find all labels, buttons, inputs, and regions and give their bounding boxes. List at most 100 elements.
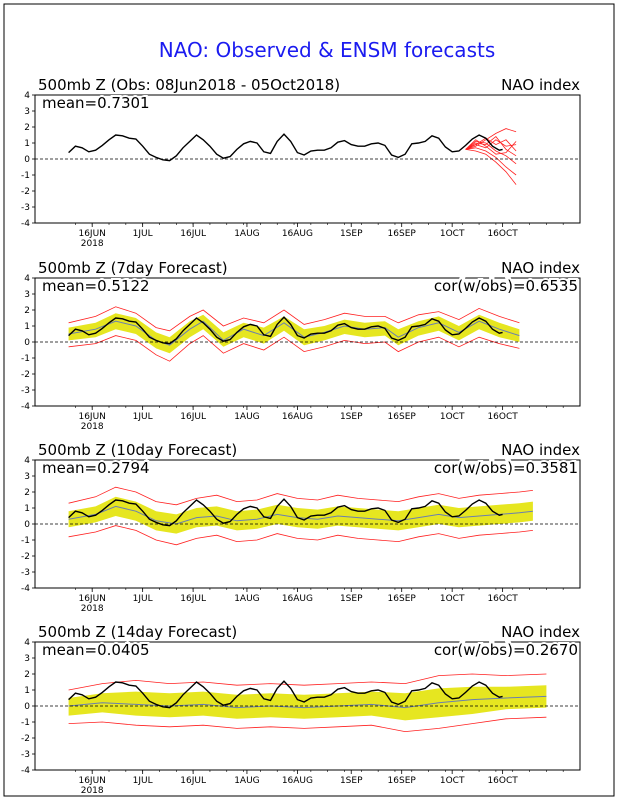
x-tick-label: 1AUG (234, 594, 259, 604)
panels: 500mb Z (Obs: 08Jun2018 - 05Oct2018) NAO … (21, 76, 581, 796)
y-tick-label: 3 (24, 107, 30, 117)
panel-right-label: NAO index (501, 623, 580, 641)
panel-2: 500mb Z (7day Forecast) NAO index mean=0.5… (21, 259, 581, 432)
y-tick-label: 1 (24, 322, 30, 332)
y-tick-label: 3 (24, 472, 30, 482)
panel-1: 500mb Z (Obs: 08Jun2018 - 05Oct2018) NAO … (21, 76, 581, 249)
x-tick-label: 1JUL (133, 412, 153, 422)
x-tick-label: 1JUL (133, 776, 153, 786)
x-tick-label: 16OCT (487, 594, 518, 604)
x-tick-label: 16JUL (180, 776, 206, 786)
y-tick-label: 4 (24, 274, 30, 284)
y-tick-label: -3 (21, 386, 30, 396)
y-tick-label: 4 (24, 638, 30, 648)
forecast-member-3 (465, 128, 517, 150)
x-tick-label: 16JUN (78, 594, 105, 604)
y-tick-label: -1 (21, 718, 30, 728)
y-tick-label: -4 (21, 584, 30, 594)
forecast-member-8 (465, 139, 517, 155)
y-tick-label: -4 (21, 766, 30, 776)
observed-line (68, 680, 503, 709)
x-tick-label: 16JUN (78, 412, 105, 422)
y-tick-label: -4 (21, 219, 30, 229)
y-tick-label: 3 (24, 654, 30, 664)
observed-line (68, 316, 503, 345)
x-tick-label: 1OCT (440, 229, 465, 239)
panel-mean-stat: mean=0.2794 (42, 459, 150, 477)
x-tick-label: 16SEP (388, 594, 417, 604)
x-year-label: 2018 (81, 239, 104, 249)
x-tick-label: 1AUG (234, 776, 259, 786)
panel-right-label: NAO index (501, 259, 580, 277)
y-tick-label: -4 (21, 402, 30, 412)
panel-title: 500mb Z (10day Forecast) (38, 441, 237, 459)
x-tick-label: 1OCT (440, 412, 465, 422)
x-tick-label: 16JUL (180, 229, 206, 239)
y-tick-label: 0 (24, 155, 30, 165)
forecast-member-6 (465, 149, 517, 185)
y-tick-label: -2 (21, 734, 30, 744)
observed-line (68, 498, 503, 527)
x-tick-label: 1SEP (340, 412, 363, 422)
y-tick-label: -1 (21, 536, 30, 546)
y-tick-label: -2 (21, 370, 30, 380)
x-year-label: 2018 (81, 604, 104, 614)
panel-title: 500mb Z (7day Forecast) (38, 259, 228, 277)
y-tick-label: 2 (24, 670, 30, 680)
x-tick-label: 1SEP (340, 229, 363, 239)
panel-right-label: NAO index (501, 441, 580, 459)
y-tick-label: 2 (24, 306, 30, 316)
member-envelope-lower (68, 525, 533, 546)
y-tick-label: 2 (24, 123, 30, 133)
member-envelope-upper (68, 486, 533, 506)
x-tick-label: 16SEP (388, 229, 417, 239)
y-tick-label: -3 (21, 750, 30, 760)
x-tick-label: 16AUG (282, 229, 313, 239)
x-year-label: 2018 (81, 422, 104, 432)
x-tick-label: 16AUG (282, 412, 313, 422)
ensemble-mean-line (68, 695, 547, 709)
y-tick-label: 2 (24, 488, 30, 498)
x-tick-label: 1SEP (340, 594, 363, 604)
x-tick-label: 16SEP (388, 412, 417, 422)
y-tick-label: 0 (24, 520, 30, 530)
x-tick-label: 1OCT (440, 594, 465, 604)
forecast-member-4 (465, 147, 517, 176)
y-tick-label: -3 (21, 568, 30, 578)
x-tick-label: 1AUG (234, 412, 259, 422)
panel-mean-stat: mean=0.5122 (42, 277, 150, 295)
x-tick-label: 16OCT (487, 776, 518, 786)
panel-title: 500mb Z (Obs: 08Jun2018 - 05Oct2018) (38, 76, 340, 94)
panel-3: 500mb Z (10day Forecast) NAO index mean=0.… (21, 441, 581, 614)
y-tick-label: 3 (24, 290, 30, 300)
member-envelope-lower (68, 716, 547, 733)
x-tick-label: 16JUL (180, 412, 206, 422)
x-tick-label: 16JUN (78, 229, 105, 239)
panel-correlation-stat: cor(w/obs)=0.6535 (434, 277, 578, 295)
x-year-label: 2018 (81, 786, 104, 796)
member-envelope-lower (68, 335, 520, 362)
y-tick-label: -1 (21, 171, 30, 181)
x-tick-label: 16AUG (282, 776, 313, 786)
panel-4: 500mb Z (14day Forecast) NAO index mean=0.… (21, 623, 581, 796)
y-tick-label: 4 (24, 456, 30, 466)
x-tick-label: 16SEP (388, 776, 417, 786)
forecast-member-2 (465, 140, 517, 165)
x-tick-label: 16OCT (487, 229, 518, 239)
y-tick-label: -3 (21, 203, 30, 213)
x-tick-label: 16JUN (78, 776, 105, 786)
y-tick-label: 4 (24, 91, 30, 101)
panel-correlation-stat: cor(w/obs)=0.3581 (434, 459, 578, 477)
panel-right-label: NAO index (501, 76, 580, 94)
figure-title: NAO: Observed & ENSM forecasts (159, 38, 496, 62)
x-tick-label: 16JUL (180, 594, 206, 604)
observed-line (68, 133, 503, 162)
x-tick-label: 1AUG (234, 229, 259, 239)
x-tick-label: 16AUG (282, 594, 313, 604)
y-tick-label: -2 (21, 187, 30, 197)
member-envelope-upper (68, 673, 547, 691)
y-tick-label: 0 (24, 338, 30, 348)
y-tick-label: 1 (24, 686, 30, 696)
x-tick-label: 16OCT (487, 412, 518, 422)
